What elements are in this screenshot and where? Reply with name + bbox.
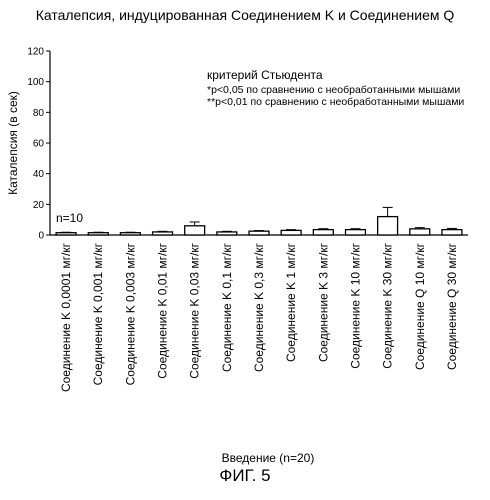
- x-tick-label: Соединение K 0,3 мг/кг: [252, 242, 266, 372]
- y-tick-label: 40: [33, 169, 45, 180]
- x-tick-label: Соединение K 0,003 мг/кг: [123, 242, 137, 385]
- x-axis-label: Введение (n=20): [222, 451, 315, 465]
- bar: [281, 230, 301, 235]
- bar: [217, 232, 237, 235]
- bar: [153, 232, 173, 235]
- n-label: n=10: [56, 211, 83, 225]
- bar: [313, 230, 333, 235]
- bar: [185, 226, 205, 235]
- x-tick-label: Соединение Q 10 мг/кг: [413, 242, 427, 370]
- bar: [345, 230, 365, 235]
- bar: [249, 231, 269, 235]
- bar: [378, 217, 398, 235]
- x-tick-label: Соединение K 1 мг/кг: [284, 242, 298, 362]
- legend-line: критерий Стьюдента: [207, 68, 323, 82]
- bar: [442, 230, 462, 235]
- bar: [88, 233, 108, 235]
- x-tick-label: Соединение Q 30 мг/кг: [445, 242, 459, 370]
- y-tick-label: 120: [27, 47, 44, 58]
- y-tick-label: 80: [33, 108, 45, 119]
- y-tick-label: 60: [33, 139, 45, 150]
- y-axis-label: Каталепсия (в сек): [6, 91, 20, 195]
- y-tick-label: 20: [33, 200, 45, 211]
- x-tick-label: Соединение K 0,1 мг/кг: [220, 242, 234, 372]
- legend-line: **p<0,01 по сравнению с необработанными …: [207, 96, 464, 108]
- bar: [410, 229, 430, 235]
- x-tick-label: Соединение K 0,03 мг/кг: [188, 242, 202, 378]
- x-tick-label: Соединение K 0,0001 мг/кг: [59, 242, 73, 392]
- bar: [56, 233, 76, 235]
- x-tick-label: Соединение K 3 мг/кг: [316, 242, 330, 362]
- x-tick-label: Соединение K 30 мг/кг: [381, 242, 395, 368]
- x-tick-label: Соединение K 0,01 мг/кг: [156, 242, 170, 378]
- figure-label: ФИГ. 5: [0, 466, 490, 486]
- y-tick-label: 0: [38, 231, 44, 242]
- bar: [120, 233, 140, 235]
- y-tick-label: 100: [27, 77, 44, 88]
- x-tick-label: Соединение K 0,001 мг/кг: [91, 242, 105, 385]
- legend-line: *p<0,05 по сравнению с необработанными м…: [207, 84, 460, 96]
- x-tick-label: Соединение K 10 мг/кг: [348, 242, 362, 368]
